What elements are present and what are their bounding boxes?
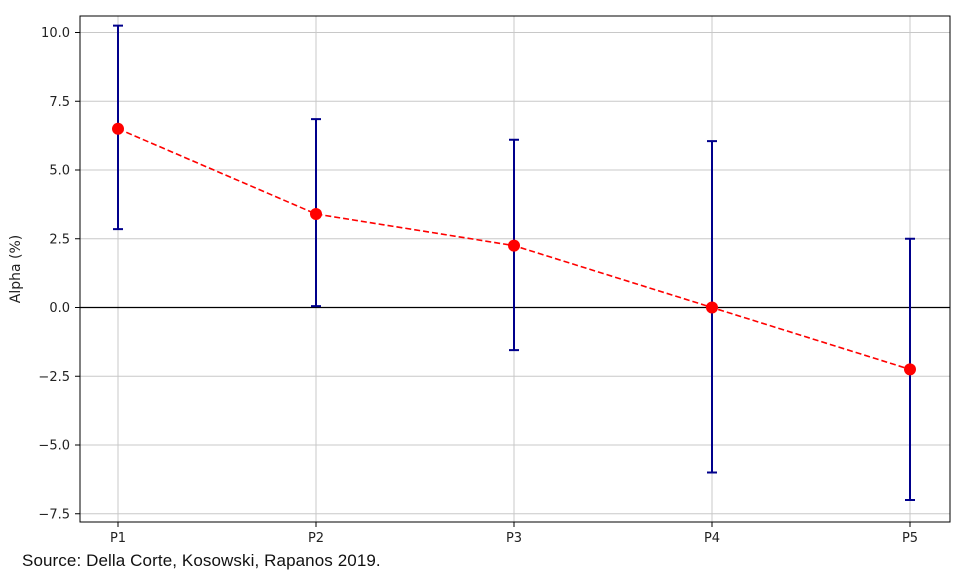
y-axis-label: Alpha (%) (8, 235, 24, 303)
data-point (112, 122, 124, 135)
y-tick-label: −5.0 (38, 439, 70, 454)
y-axis-ticks: −7.5 −5.0 −2.5 0.0 2.5 5.0 7.5 10.0 (38, 26, 80, 522)
y-tick-label: −7.5 (38, 507, 70, 522)
y-tick-label: 10.0 (41, 26, 70, 41)
x-tick-label: P4 (704, 531, 720, 546)
y-tick-label: 7.5 (49, 95, 70, 110)
y-tick-label: 0.0 (49, 301, 70, 316)
data-point (508, 239, 520, 252)
y-tick-label: 2.5 (49, 232, 70, 247)
data-point (904, 363, 916, 376)
x-tick-label: P2 (308, 531, 324, 546)
x-tick-label: P5 (902, 531, 918, 546)
x-tick-label: P3 (506, 531, 522, 546)
data-points (112, 122, 916, 376)
x-tick-label: P1 (110, 531, 126, 546)
data-point (706, 301, 718, 314)
x-axis-ticks: P1 P2 P3 P4 P5 (110, 522, 918, 546)
data-point (310, 208, 322, 220)
y-tick-label: −2.5 (38, 370, 70, 385)
plot-frame (79, 15, 951, 523)
source-note: Source: Della Corte, Kosowski, Rapanos 2… (22, 551, 381, 570)
y-tick-label: 5.0 (49, 164, 70, 179)
